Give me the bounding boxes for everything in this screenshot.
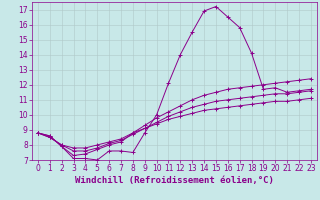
X-axis label: Windchill (Refroidissement éolien,°C): Windchill (Refroidissement éolien,°C) [75,176,274,185]
